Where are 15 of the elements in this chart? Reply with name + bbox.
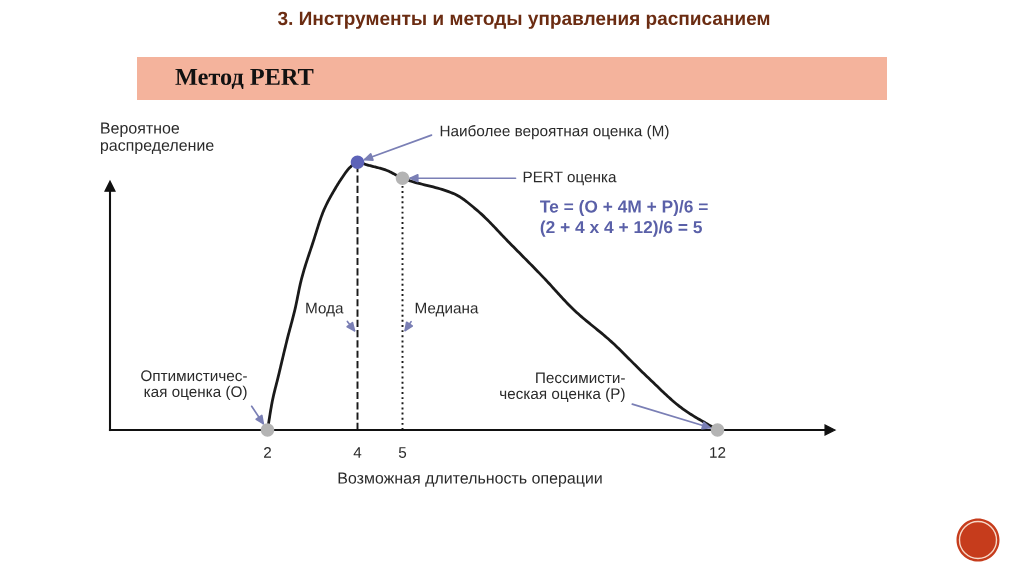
- annotation: Te = (O + 4M + P)/6 = (2 + 4 x 4 + 12)/6 = 5: [540, 199, 708, 237]
- x-tick-label: 4: [353, 447, 362, 458]
- annotation: Пессимисти- ческая оценка (P): [500, 372, 625, 403]
- ref-line-label: Медиана: [415, 302, 479, 317]
- x-axis-title: Возможная длительность операции: [338, 472, 602, 487]
- chart-subtitle: Метод PERT: [175, 68, 314, 90]
- chart-title: 3. Инструменты и методы управления расписанием: [277, 11, 770, 29]
- annotation: Оптимистичес- кая оценка (O): [141, 370, 247, 401]
- x-tick-label: 12: [710, 447, 726, 458]
- ref-line-label: Мода: [306, 302, 344, 317]
- annotation: PERT оценка: [523, 171, 617, 186]
- annotation: Наиболее вероятная оценка (M): [440, 124, 669, 140]
- y-axis-title: Вероятное распределение: [100, 122, 214, 155]
- x-tick-label: 2: [264, 447, 271, 458]
- x-tick-label: 5: [398, 447, 407, 458]
